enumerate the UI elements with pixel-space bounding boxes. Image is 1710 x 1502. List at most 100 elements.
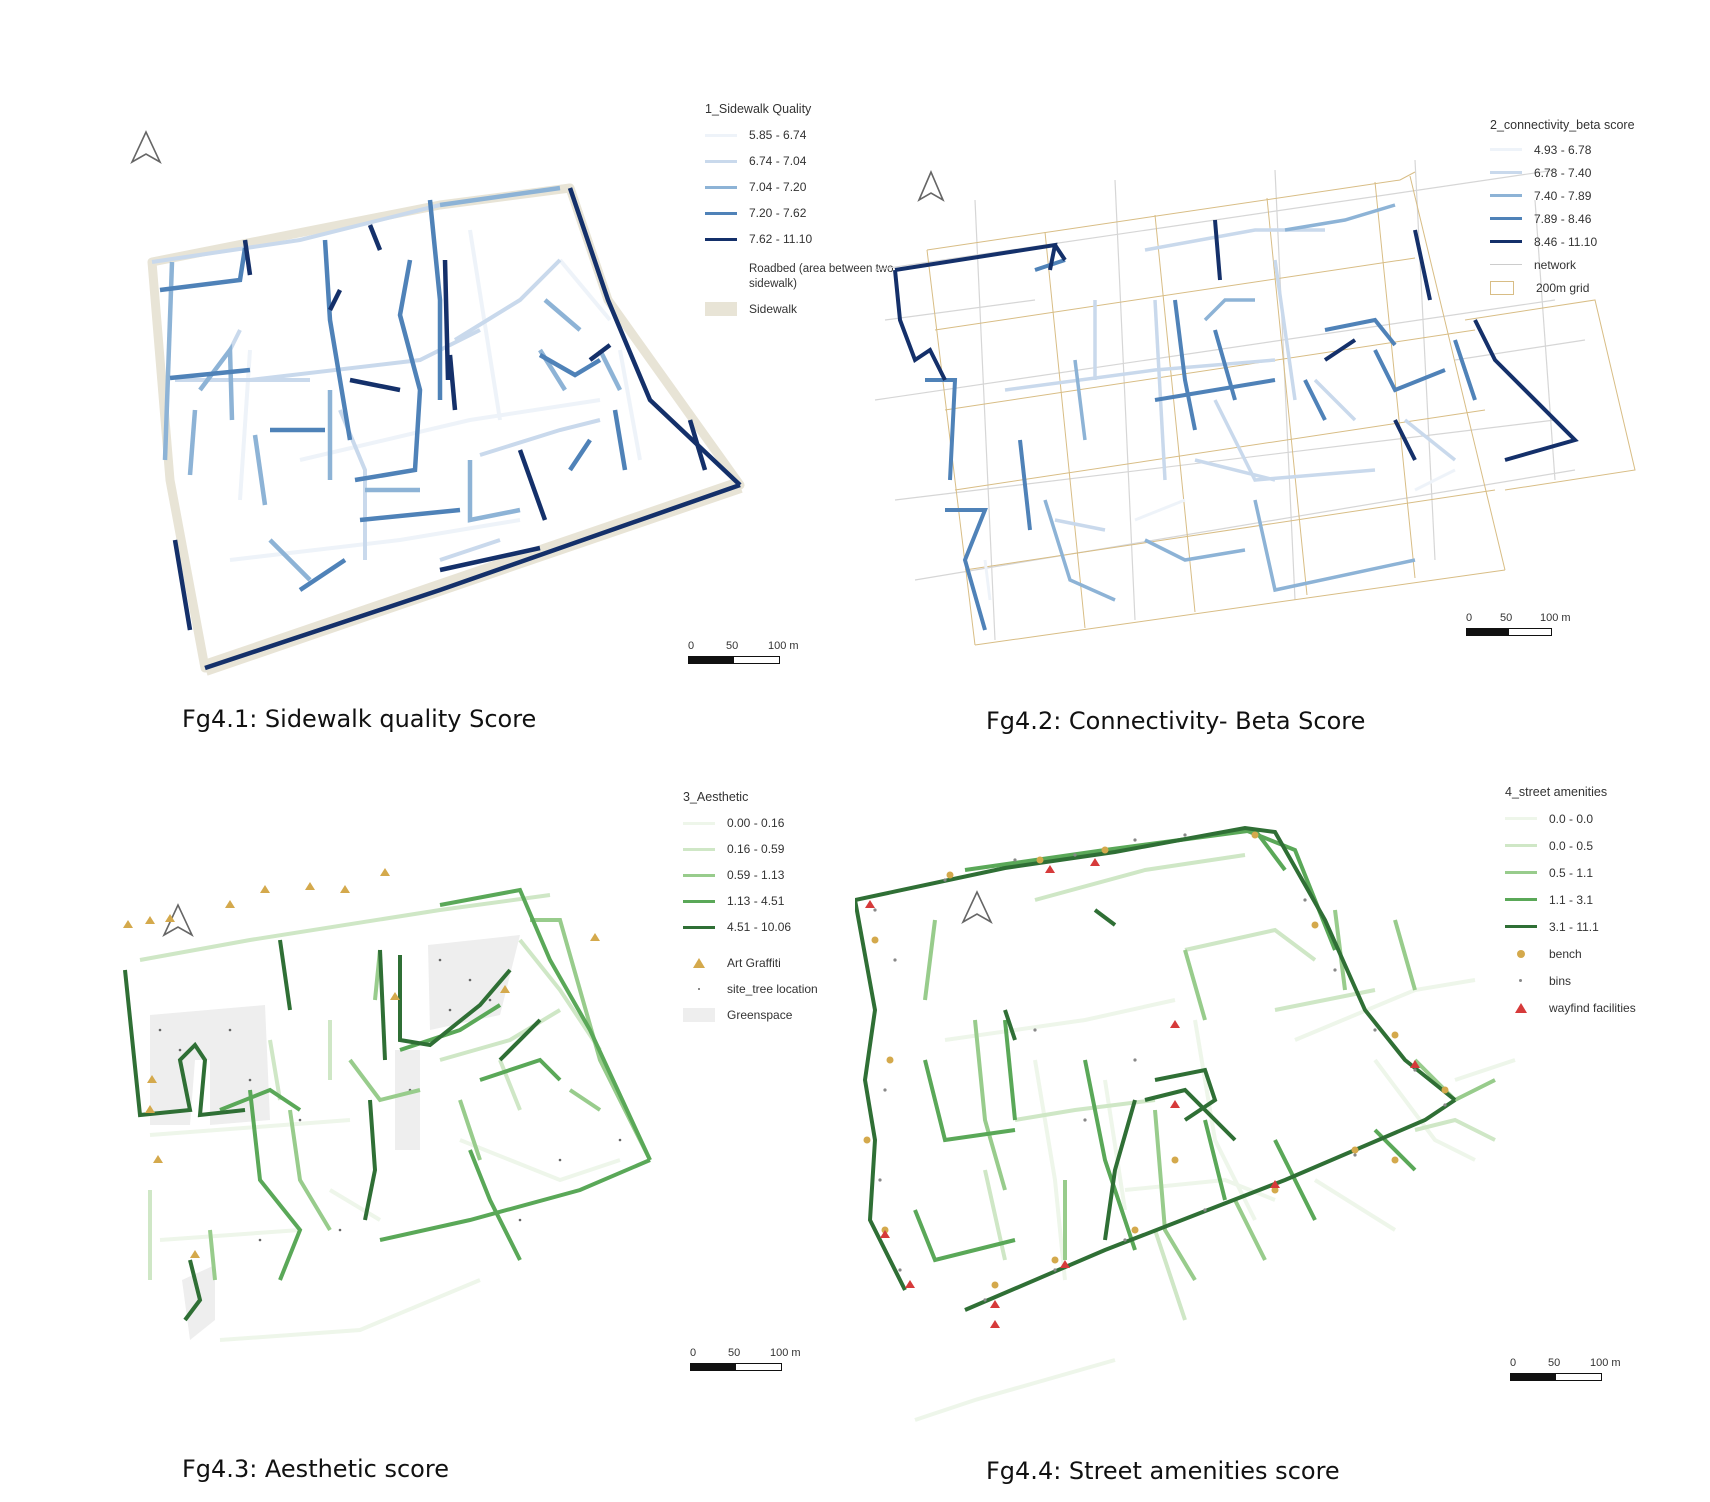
legend-item: Sidewalk: [705, 296, 909, 322]
panel-sidewalk-quality: 1_Sidewalk Quality 5.85 - 6.74 6.74 - 7.…: [0, 0, 894, 760]
segments-class-2: [1004, 228, 1457, 532]
greenspace: [150, 935, 520, 1340]
legend-item: 4.51 - 10.06: [683, 914, 818, 940]
legend-item: Art Graffiti: [683, 950, 818, 976]
north-arrow-icon: [917, 169, 945, 202]
scale-tick: 100 m: [770, 1347, 801, 1359]
legend-item: 4.93 - 6.78: [1490, 138, 1635, 161]
legend-swatch: [1505, 844, 1537, 847]
scale-tick: 100 m: [1540, 612, 1571, 624]
legend-label: 1.13 - 4.51: [727, 894, 785, 908]
scale-tick: 0: [690, 1347, 697, 1359]
legend-label: 0.0 - 0.5: [1549, 838, 1594, 853]
legend-swatch-sidewalk: [705, 302, 737, 316]
legend-label: 4.51 - 10.06: [727, 920, 792, 934]
legend-label: 0.16 - 0.59: [727, 842, 785, 856]
legend-aesthetic: 3_Aesthetic 0.00 - 0.16 0.16 - 0.59 0.59…: [683, 790, 818, 1028]
legend-item: site_tree location: [683, 976, 818, 1002]
legend-label: site_tree location: [727, 982, 818, 996]
figure-caption: Fg4.2: Connectivity- Beta Score: [986, 707, 1366, 735]
legend-sidewalk-quality: 1_Sidewalk Quality 5.85 - 6.74 6.74 - 7.…: [705, 102, 909, 322]
legend-item: wayfind facilities: [1505, 994, 1636, 1021]
scale-tick: 50: [1500, 612, 1513, 624]
legend-swatch: [705, 133, 737, 137]
legend-label: 7.20 - 7.62: [749, 206, 807, 220]
legend-swatch: [683, 821, 715, 825]
north-arrow-icon: [961, 890, 993, 924]
legend-item: Greenspace: [683, 1002, 818, 1028]
legend-connectivity: 2_connectivity_beta score 4.93 - 6.78 6.…: [1490, 118, 1635, 299]
segments-class-1: [914, 978, 1516, 1422]
legend-swatch: [1490, 240, 1522, 243]
scale-bar: 0 50 100 m: [688, 640, 799, 664]
legend-item: 0.00 - 0.16: [683, 810, 818, 836]
legend-label: wayfind facilities: [1549, 1000, 1636, 1015]
panel-aesthetic: 3_Aesthetic 0.00 - 0.16 0.16 - 0.59 0.59…: [0, 760, 855, 1502]
bins-dots: [873, 833, 1447, 1302]
map-street-amenities: [855, 825, 1516, 1422]
segments-class-3: [1043, 203, 1416, 602]
dot-icon: [698, 988, 700, 990]
scale-tick: 0: [688, 640, 695, 652]
scale-tick: 50: [728, 1347, 741, 1359]
legend-item: 7.89 - 8.46: [1490, 207, 1635, 230]
legend-swatch-network: [1490, 264, 1522, 265]
map-sidewalk-quality: [130, 130, 745, 676]
legend-swatch: [1505, 871, 1537, 874]
legend-swatch-grid: [1490, 280, 1514, 295]
scale-tick: 100 m: [768, 640, 799, 652]
scale-tick: 50: [1548, 1357, 1561, 1369]
legend-swatch: [683, 925, 715, 929]
north-arrow-icon: [162, 903, 194, 937]
legend-label: 200m grid: [1536, 280, 1590, 295]
legend-swatch: [1490, 171, 1522, 174]
legend-label-roadbed: Roadbed (area between two sidewalk): [749, 263, 894, 290]
legend-swatch: [1490, 148, 1522, 151]
legend-label: 0.5 - 1.1: [1549, 865, 1594, 880]
segments-class-1: [149, 1118, 621, 1342]
legend-label: 3.1 - 11.1: [1549, 919, 1599, 934]
bin-icon: [1519, 979, 1522, 982]
legend-item: 7.20 - 7.62: [705, 200, 909, 226]
legend-title: 2_connectivity_beta score: [1490, 118, 1635, 132]
bench-icon: [1517, 949, 1525, 958]
legend-swatch: [683, 873, 715, 877]
legend-label: 8.46 - 11.10: [1534, 234, 1598, 249]
bench-markers: [863, 831, 1449, 1289]
legend-item: 1.1 - 3.1: [1505, 886, 1636, 913]
scale-tick: 50: [726, 640, 739, 652]
legend-street-amenities: 4_street amenities 0.0 - 0.0 0.0 - 0.5 0…: [1505, 785, 1636, 1021]
legend-label: network: [1534, 257, 1577, 272]
map-connectivity: [874, 159, 1636, 646]
legend-swatch: [705, 237, 737, 241]
legend-label: 0.59 - 1.13: [727, 868, 785, 882]
legend-label: 7.40 - 7.89: [1534, 188, 1592, 203]
legend-item: 6.78 - 7.40: [1490, 161, 1635, 184]
legend-label: 7.89 - 8.46: [1534, 211, 1592, 226]
wayfind-icon: [1515, 1002, 1527, 1013]
legend-label: 1.1 - 3.1: [1549, 892, 1594, 907]
figure-caption: Fg4.3: Aesthetic score: [182, 1455, 449, 1483]
segments-class-2: [139, 893, 602, 1280]
legend-swatch: [705, 159, 737, 163]
legend-swatch: [1490, 217, 1522, 220]
segments-class-2: [151, 203, 601, 562]
legend-item: 3.1 - 11.1: [1505, 913, 1636, 940]
legend-item: bench: [1505, 940, 1636, 967]
legend-label: 4.93 - 6.78: [1534, 142, 1592, 157]
scale-tick: 100 m: [1590, 1357, 1621, 1369]
scale-bar: 0 50 100 m: [690, 1347, 801, 1371]
legend-item: 0.5 - 1.1: [1505, 859, 1636, 886]
legend-item: 7.40 - 7.89: [1490, 184, 1635, 207]
north-arrow-icon: [130, 130, 162, 164]
figure-caption: Fg4.1: Sidewalk quality Score: [182, 705, 537, 733]
wayfind-markers: [865, 858, 1420, 1328]
legend-item: 7.62 - 11.10: [705, 226, 909, 252]
triangle-icon: [693, 958, 705, 968]
legend-item: 200m grid: [1490, 276, 1635, 299]
legend-label: 6.74 - 7.04: [749, 154, 807, 168]
legend-swatch: [683, 847, 715, 851]
legend-swatch: [705, 211, 737, 215]
network-lines: [874, 159, 1586, 641]
scale-bar: 0 50 100 m: [1510, 1357, 1621, 1381]
